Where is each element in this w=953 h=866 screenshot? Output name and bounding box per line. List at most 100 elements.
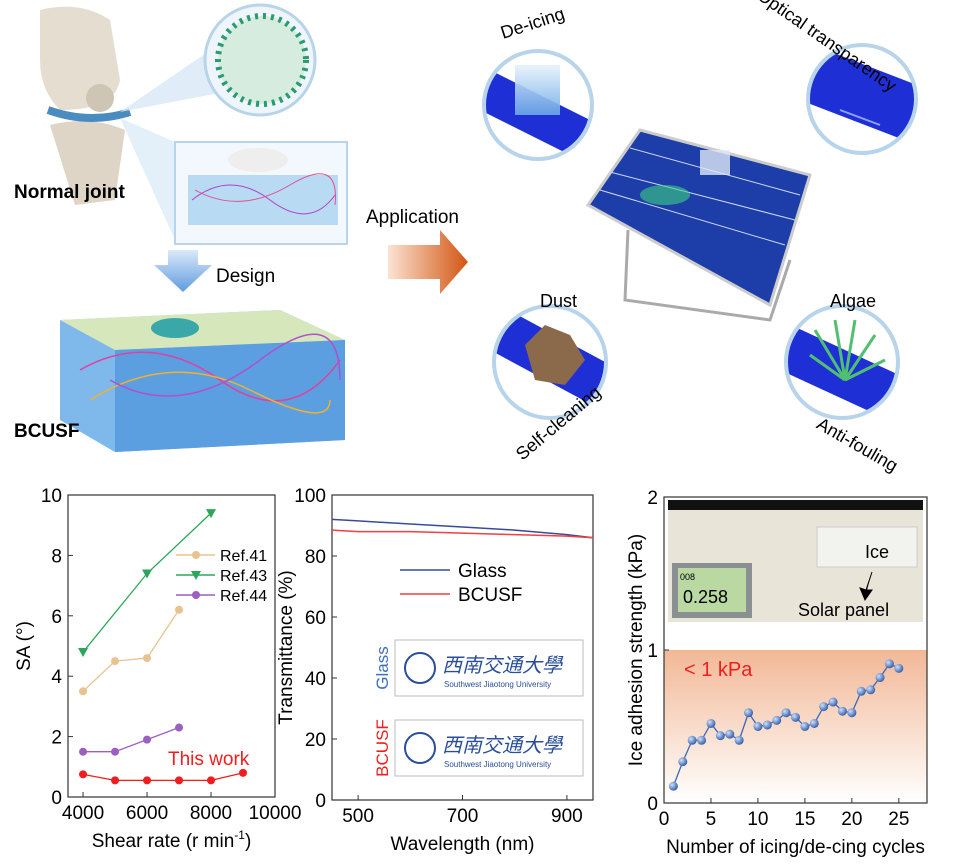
knee-joint-illustration xyxy=(40,6,132,205)
arrow-icon xyxy=(859,571,873,602)
bcusf-sample-photo: 西南交通大學 Southwest Jiaotong University xyxy=(394,719,584,777)
data-point xyxy=(79,770,88,779)
photo-top-shade xyxy=(668,500,923,510)
y-axis-label: Ice adhesion strength (kPa) xyxy=(626,534,647,766)
data-point xyxy=(762,720,772,730)
data-point xyxy=(111,776,120,785)
design-arrow xyxy=(154,250,212,292)
transmittance-chart: 西南交通大學 Southwest Jiaotong University Glass… xyxy=(276,486,594,855)
data-point xyxy=(206,509,217,519)
data-point xyxy=(734,735,744,745)
x-tick-label: 0 xyxy=(659,809,670,830)
x-tick-label: 700 xyxy=(447,806,479,827)
x-tick-label: 10000 xyxy=(249,803,302,824)
data-point xyxy=(143,735,152,744)
data-point xyxy=(142,569,153,579)
ice-block xyxy=(816,526,918,568)
sample-card xyxy=(394,639,584,697)
data-point xyxy=(143,654,152,663)
data-point xyxy=(79,687,88,696)
annotation-label: < 1 kPa xyxy=(684,659,753,681)
series-line-glass xyxy=(331,518,594,539)
dust-circle xyxy=(492,304,608,420)
y-tick-label: 0 xyxy=(647,794,658,815)
x-tick-label: 500 xyxy=(342,806,374,827)
y-tick-label: 0 xyxy=(315,791,326,812)
data-point xyxy=(668,781,678,791)
university-name-cn: 西南交通大學 xyxy=(442,735,564,757)
data-point xyxy=(819,702,829,712)
series-line-ref-44 xyxy=(83,726,180,753)
university-name-en: Southwest Jiaotong University xyxy=(444,680,551,689)
data-point xyxy=(875,673,885,683)
design-label: Design xyxy=(216,266,275,287)
data-point xyxy=(894,663,904,673)
x-tick-label: 4000 xyxy=(62,803,104,824)
x-axis-label: Number of icing/de-cing cycles xyxy=(666,837,925,858)
data-point xyxy=(753,722,763,731)
algae-label: Algae xyxy=(830,291,876,311)
y-tick-label: 4 xyxy=(51,667,62,688)
data-point xyxy=(781,708,791,718)
x-tick-label: 20 xyxy=(841,809,862,830)
series-line-ref-41 xyxy=(82,609,180,692)
x-axis-label: Shear rate (r min-1) xyxy=(92,828,252,852)
y-tick-label: 2 xyxy=(51,728,62,749)
legend-label: BCUSF xyxy=(458,585,522,606)
data-point xyxy=(715,731,725,741)
data-point xyxy=(175,723,184,732)
data-point xyxy=(856,686,866,696)
de-icing-circle xyxy=(482,49,594,161)
data-point xyxy=(725,729,735,739)
data-point xyxy=(884,659,894,669)
university-name-cn: 西南交通大學 xyxy=(442,655,564,677)
y-tick-label: 6 xyxy=(51,607,62,628)
y-tick-label: 0 xyxy=(51,788,62,809)
ice-label: Ice xyxy=(865,542,889,562)
dust-label: Dust xyxy=(540,291,577,311)
data-point xyxy=(809,718,819,728)
university-logo xyxy=(404,732,436,764)
y-tick-label: 80 xyxy=(305,547,326,568)
x-tick-label: 10 xyxy=(747,809,768,830)
data-point xyxy=(111,747,120,756)
y-tick-label: 10 xyxy=(41,486,62,507)
glass-sample-photo: 西南交通大學 Southwest Jiaotong University xyxy=(394,639,584,697)
plot-frame xyxy=(67,494,276,798)
algae-circle xyxy=(784,304,900,420)
data-point xyxy=(678,757,688,767)
data-point xyxy=(800,722,810,731)
legend-label: Glass xyxy=(458,561,507,582)
series-line-bcusf xyxy=(331,529,594,539)
data-point xyxy=(706,718,716,728)
application-arrow xyxy=(388,230,468,294)
x-axis-label: Wavelength (nm) xyxy=(391,834,535,855)
data-point xyxy=(744,708,754,718)
legend-label: Ref.44 xyxy=(220,588,267,605)
x-tick-label: 6000 xyxy=(126,803,168,824)
y-tick-label: 60 xyxy=(305,608,326,629)
sample-label: BCUSF xyxy=(373,719,392,777)
data-point xyxy=(828,697,838,707)
data-point xyxy=(207,776,216,785)
y-tick-label: 100 xyxy=(294,486,326,507)
series-line-ref-43 xyxy=(82,512,212,653)
x-tick-label: 15 xyxy=(794,809,815,830)
data-point xyxy=(111,657,120,666)
optical-transparency-circle xyxy=(806,43,918,155)
data-point xyxy=(175,776,184,785)
data-point xyxy=(847,708,857,718)
solar-panel-illustration xyxy=(585,128,812,322)
x-tick-label: 25 xyxy=(888,809,909,830)
data-point xyxy=(697,735,707,745)
data-point xyxy=(866,685,876,695)
x-tick-label: 8000 xyxy=(190,803,232,824)
lcd-reading: 0.258 xyxy=(683,587,728,607)
microsphere-zoom xyxy=(120,3,348,245)
university-name-en: Southwest Jiaotong University xyxy=(444,760,551,769)
data-point xyxy=(772,715,782,725)
data-point xyxy=(79,747,88,756)
tester-photo-inset: 008 0.258 Ice Solar panel xyxy=(668,500,923,622)
